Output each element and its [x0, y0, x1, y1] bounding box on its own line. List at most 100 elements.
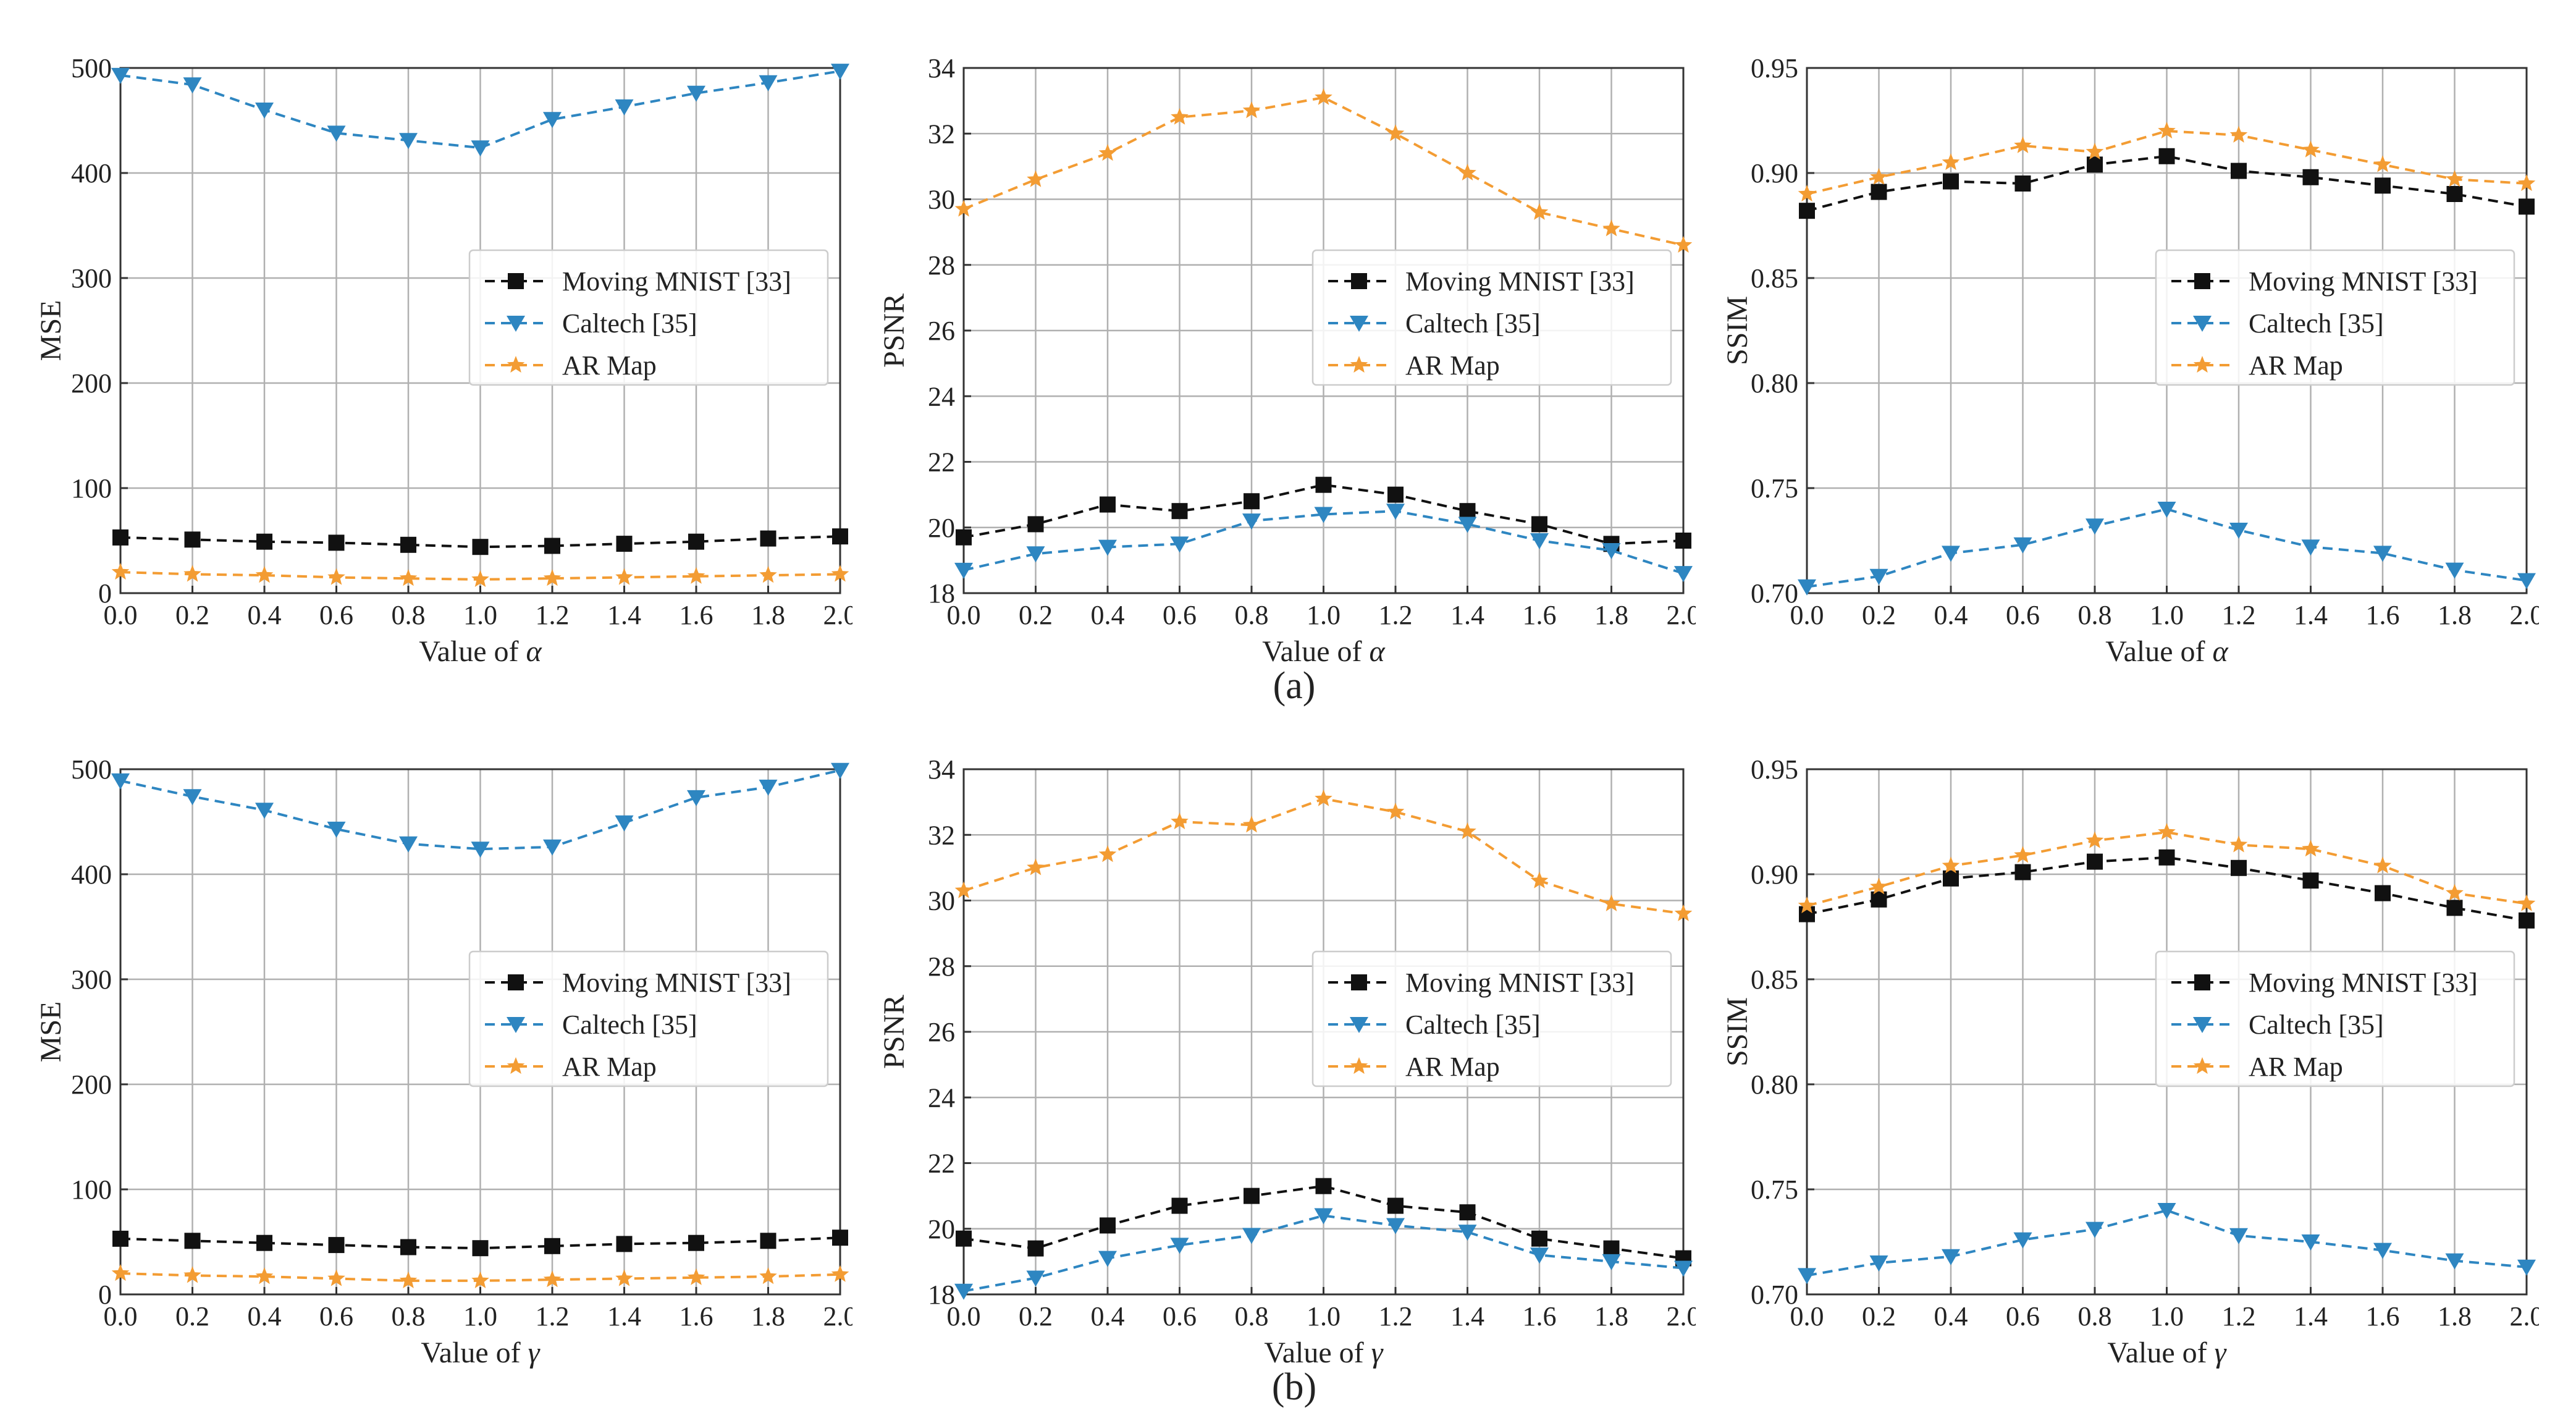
y-tick-label: 20 — [928, 1214, 955, 1244]
y-tick-label: 0.80 — [1751, 1070, 1798, 1100]
x-axis-label: Value of γ — [2107, 1336, 2226, 1369]
x-axis-label-text: Value of — [2107, 1336, 2214, 1369]
data-point-caltech — [954, 562, 973, 579]
data-point-caltech — [471, 140, 490, 157]
y-axis-label: PSNR — [878, 995, 911, 1069]
data-point-moving_mnist — [688, 533, 704, 550]
legend-label-caltech: Caltech [35] — [1405, 1010, 1541, 1040]
x-tick-label: 0.6 — [2006, 1301, 2040, 1331]
x-tick-label: 1.6 — [1523, 600, 1557, 630]
data-point-moving_mnist — [1531, 516, 1547, 533]
data-point-moving_mnist — [256, 1234, 272, 1251]
data-point-ar_map — [183, 565, 201, 582]
data-point-ar_map — [399, 1271, 418, 1288]
data-point-ar_map — [471, 570, 489, 587]
data-point-ar_map — [1098, 144, 1117, 161]
data-point-moving_mnist — [1943, 870, 1959, 887]
data-point-caltech — [615, 815, 634, 832]
x-tick-label: 0.4 — [1091, 600, 1125, 630]
x-axis-label: Value of α — [1262, 635, 1385, 667]
data-point-caltech — [1098, 539, 1117, 556]
data-point-ar_map — [2086, 831, 2104, 848]
data-point-caltech — [1602, 1254, 1621, 1270]
y-tick-label: 26 — [928, 1017, 955, 1047]
data-point-caltech — [1530, 533, 1549, 549]
data-point-moving_mnist — [2375, 177, 2391, 194]
chart-mse-alpha: 0.0 0.2 0.4 0.6 0.8 1.0 1.2 1.4 1.6 1.8 2.0 0 100 200… — [35, 53, 852, 667]
x-tick-label: 1.0 — [463, 1301, 497, 1331]
data-point-caltech — [1386, 504, 1405, 520]
y-tick-label: 24 — [928, 381, 955, 411]
series-line-ar_map — [963, 96, 1684, 247]
data-point-caltech — [1026, 1270, 1045, 1287]
legend-label-caltech: Caltech [35] — [2249, 308, 2384, 339]
y-tick-label: 30 — [928, 886, 955, 916]
data-point-ar_map — [1242, 816, 1261, 833]
data-point-moving_mnist — [2519, 912, 2535, 929]
legend: Moving MNIST [33] Caltech [35] AR Map — [468, 249, 829, 386]
data-point-caltech — [1869, 1255, 1888, 1272]
data-point-ar_map — [1602, 894, 1620, 911]
series-ar_map — [1798, 823, 2536, 914]
x-tick-label: 1.6 — [2366, 1301, 2400, 1331]
square-marker-icon — [1351, 974, 1367, 990]
data-point-ar_map — [2302, 840, 2320, 857]
x-tick-label: 1.0 — [2150, 600, 2184, 630]
series-moving_mnist — [956, 1178, 1691, 1267]
data-point-caltech — [1458, 517, 1477, 533]
data-point-moving_mnist — [2014, 175, 2031, 192]
data-point-ar_map — [255, 566, 274, 583]
data-point-caltech — [1242, 1228, 1261, 1244]
x-tick-label: 2.0 — [2510, 1301, 2540, 1331]
y-tick-label: 400 — [71, 158, 112, 188]
triangle-down-marker-icon — [2193, 316, 2212, 332]
data-point-ar_map — [1798, 897, 1816, 914]
y-tick-label: 200 — [71, 368, 112, 399]
data-point-ar_map — [1242, 101, 1261, 119]
x-axis-label: Value of γ — [421, 1336, 540, 1369]
x-axis-label-text: Value of — [421, 1336, 528, 1369]
y-tick-label: 32 — [928, 820, 955, 850]
x-tick-label: 0.8 — [392, 1301, 426, 1331]
x-tick-label: 0.0 — [947, 1301, 981, 1331]
data-point-ar_map — [759, 1267, 777, 1285]
data-point-ar_map — [1530, 871, 1549, 888]
x-tick-label: 0.4 — [1934, 600, 1968, 630]
data-point-moving_mnist — [1244, 1188, 1260, 1204]
data-point-moving_mnist — [184, 1233, 201, 1249]
series-caltech — [1798, 502, 2536, 596]
data-point-moving_mnist — [1315, 1178, 1332, 1194]
data-point-caltech — [2445, 1253, 2464, 1270]
data-point-moving_mnist — [1531, 1230, 1547, 1247]
legend-label-caltech: Caltech [35] — [1405, 308, 1541, 339]
series-caltech — [111, 762, 849, 858]
star-marker-icon — [507, 1057, 525, 1074]
data-point-moving_mnist — [112, 1230, 128, 1247]
y-tick-label: 200 — [71, 1070, 112, 1100]
series-line-caltech — [963, 510, 1684, 575]
x-tick-label: 1.2 — [2222, 1301, 2256, 1331]
x-tick-label: 0.0 — [104, 1301, 138, 1331]
data-point-caltech — [1798, 1268, 1816, 1285]
x-tick-label: 1.0 — [463, 600, 497, 630]
data-point-ar_map — [2446, 884, 2464, 901]
x-tick-label: 1.8 — [2438, 600, 2472, 630]
data-point-moving_mnist — [1387, 1197, 1404, 1214]
data-point-ar_map — [111, 563, 130, 580]
data-point-ar_map — [1171, 108, 1189, 125]
y-axis-label: SSIM — [1721, 997, 1754, 1066]
y-tick-label: 0.85 — [1751, 263, 1798, 293]
data-point-moving_mnist — [956, 1230, 972, 1247]
data-point-ar_map — [1530, 203, 1549, 220]
legend-label-ar_map: AR Map — [562, 1052, 657, 1082]
data-point-moving_mnist — [1171, 503, 1188, 520]
data-point-moving_mnist — [472, 539, 489, 555]
data-point-caltech — [543, 839, 562, 856]
chart-mse-gamma: 0.0 0.2 0.4 0.6 0.8 1.0 1.2 1.4 1.6 1.8 2.0 0 100 200… — [35, 754, 852, 1369]
triangle-down-marker-icon — [1350, 316, 1368, 332]
x-tick-label: 0.6 — [1163, 1301, 1197, 1331]
y-tick-label: 0.85 — [1751, 964, 1798, 995]
data-point-ar_map — [1027, 858, 1045, 875]
star-marker-icon — [1350, 356, 1368, 373]
star-marker-icon — [2193, 1057, 2212, 1074]
